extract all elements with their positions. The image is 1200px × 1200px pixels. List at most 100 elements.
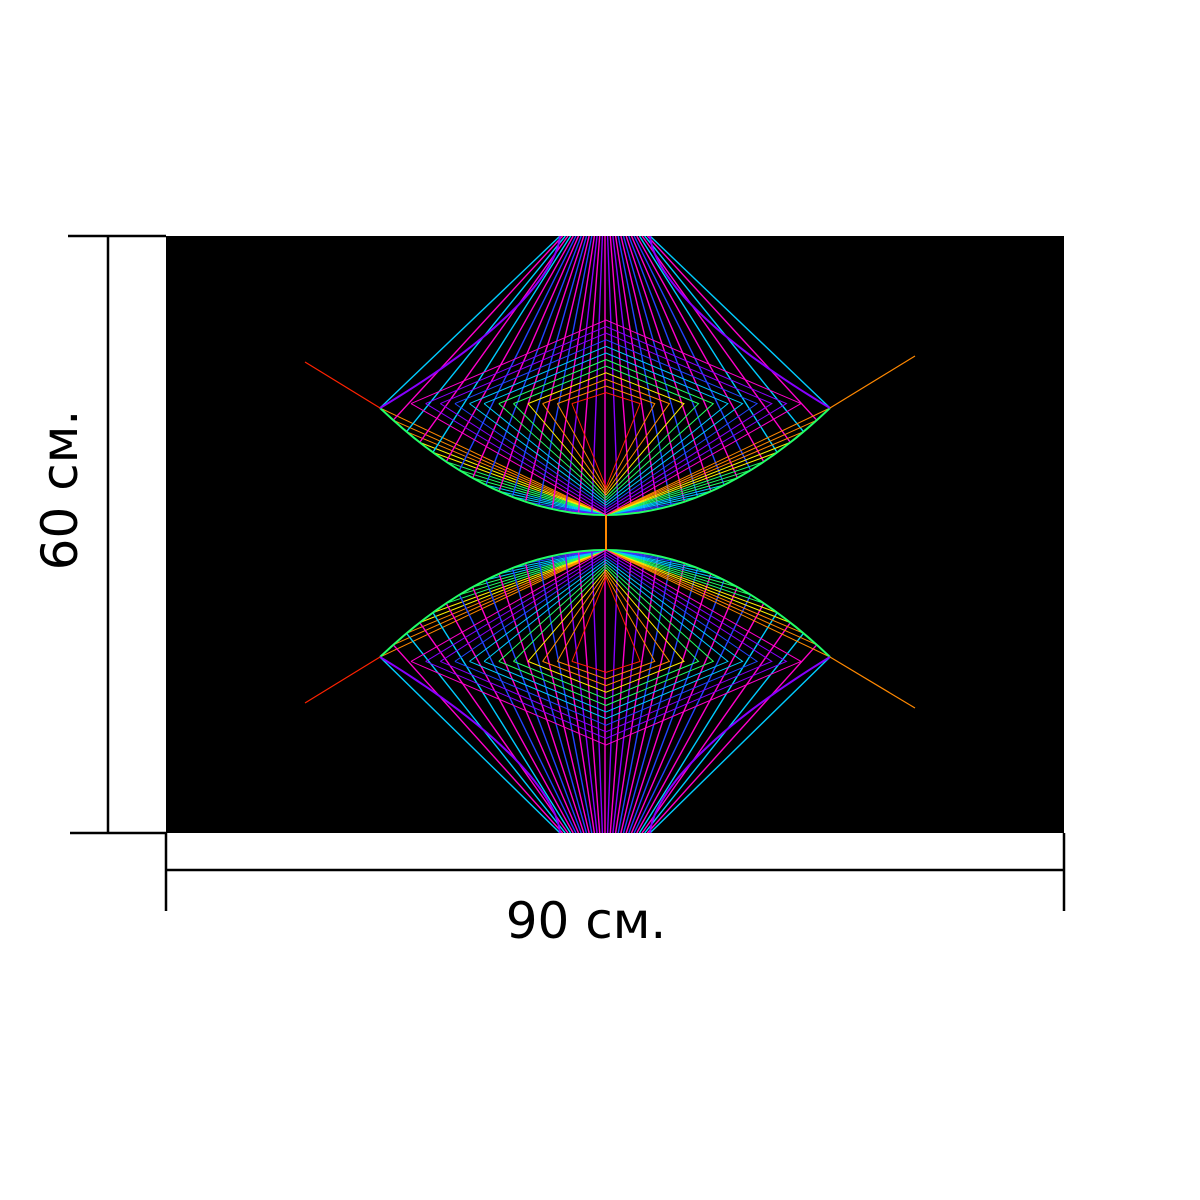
fan-line (419, 622, 569, 833)
right-tail-line (829, 355, 916, 409)
ray-line (379, 407, 607, 516)
ray-line (605, 549, 725, 581)
ray-line (605, 549, 751, 596)
diamond-ring (454, 556, 759, 726)
diamond-ring (527, 569, 685, 693)
ray-line (406, 549, 607, 634)
fan-line (638, 612, 778, 833)
diamond-ring (542, 378, 671, 494)
left-tail-line (304, 361, 381, 409)
fan-line (538, 559, 593, 833)
diamond-ring (440, 332, 773, 511)
ray-line (459, 469, 607, 516)
ray-line (379, 549, 607, 658)
diamond-ring (513, 566, 700, 700)
ray-line (605, 461, 764, 516)
ray-line (605, 451, 778, 516)
left-tail-line (304, 656, 381, 704)
ray-line (605, 549, 738, 588)
fan-line (646, 236, 818, 421)
fan-line (511, 236, 588, 498)
diamond-ring (498, 564, 715, 706)
diamond-ring (425, 551, 788, 739)
diamond-ring (542, 571, 671, 687)
fan-line (471, 236, 580, 479)
fan-line (625, 573, 712, 833)
neon-wireframe-pattern (304, 236, 916, 833)
fan-line (379, 656, 561, 833)
diamond-ring (410, 549, 803, 746)
fan-line (617, 236, 672, 506)
ray-line (605, 549, 764, 604)
fan-line (511, 567, 588, 833)
fan-line (432, 612, 572, 833)
fan-line (458, 594, 577, 833)
diamond-ring (527, 372, 685, 496)
fan-line (606, 550, 619, 833)
fan-line (612, 236, 646, 512)
fan-line (614, 555, 659, 833)
fan-line (633, 594, 752, 833)
diamond-ring (454, 339, 759, 509)
height-dimension-label: 60 см. (31, 409, 89, 571)
diamond-ring (483, 561, 729, 713)
dimension-guides (68, 234, 1066, 911)
fan-line (625, 236, 712, 492)
ray-line (605, 549, 791, 624)
fan-line (633, 236, 752, 471)
fan-line (636, 236, 765, 463)
ray-line (605, 431, 804, 516)
diamond-ring (410, 319, 803, 516)
ray-line (485, 549, 607, 581)
fan-line (524, 236, 590, 502)
diamond-ring (556, 574, 656, 680)
fan-line (445, 602, 574, 833)
ray-line (459, 549, 607, 596)
fan-line (445, 236, 574, 463)
lobe-left-edge (379, 236, 561, 409)
ray-line (605, 419, 818, 516)
fan-line (628, 579, 725, 833)
artwork-background (166, 236, 1064, 833)
ray-line (432, 549, 607, 614)
ray-line (406, 431, 607, 516)
fan-line (564, 553, 598, 833)
ray-line (605, 549, 778, 614)
ray-line (472, 477, 607, 516)
fan-line (649, 236, 831, 409)
fan-line (620, 236, 686, 502)
ray-line (605, 549, 804, 634)
diamond-ring (513, 365, 700, 499)
fan-line (609, 236, 633, 514)
diamond-ring (571, 392, 641, 489)
ray-line (605, 477, 738, 516)
fan-line (630, 236, 739, 479)
ray-line (392, 419, 607, 516)
right-tail-line (829, 656, 916, 709)
fan-line (419, 236, 569, 443)
ray-line (605, 407, 831, 516)
fan-line (646, 644, 818, 833)
lobe-left-edge (379, 656, 561, 833)
width-dimension-label: 90 см. (505, 892, 667, 950)
diamond-ring (571, 576, 641, 673)
fan-line (628, 236, 725, 486)
diamond-ring (440, 554, 773, 733)
diamond-ring (483, 352, 729, 504)
fan-line (620, 563, 686, 833)
fan-line (551, 555, 596, 833)
diamond-ring (498, 359, 715, 501)
fan-line (379, 236, 561, 409)
ray-line (472, 549, 607, 588)
ray-line (605, 549, 831, 658)
fan-line (392, 236, 564, 421)
fan-line (392, 644, 564, 833)
ray-line (605, 549, 818, 646)
fan-line (538, 236, 593, 506)
fan-line (432, 236, 572, 453)
ray-line (485, 484, 607, 516)
lobe-right-edge (649, 656, 831, 833)
diamond-ring (469, 559, 744, 720)
ray-line (392, 549, 607, 646)
fan-line (564, 236, 598, 512)
